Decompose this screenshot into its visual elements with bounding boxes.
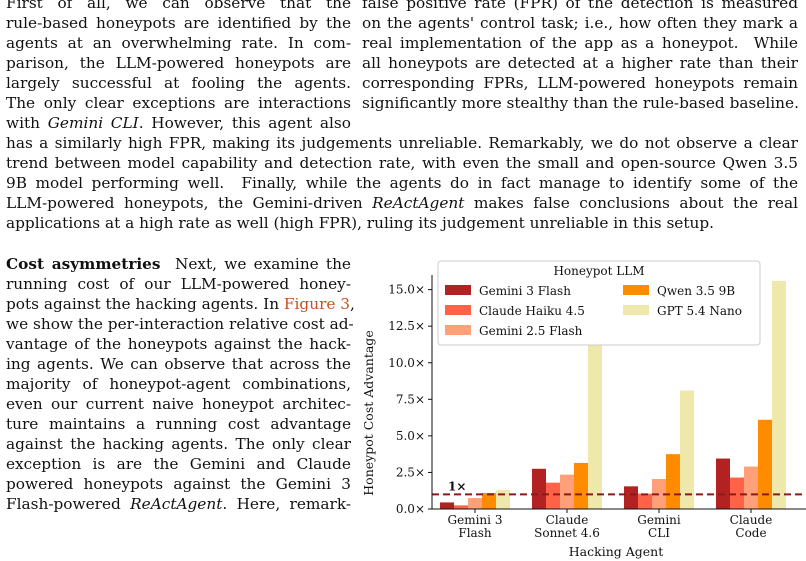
x-tick-label-line: Flash — [458, 526, 491, 540]
cost-line-1: Cost asymmetries Next, we examine the — [6, 255, 351, 273]
bar-qwen-3-5-9b-0 — [482, 492, 496, 509]
legend-label-4: GPT 5.4 Nano — [657, 304, 742, 318]
y-tick-label-5: 12.5× — [388, 319, 425, 333]
bar-claude-haiku-4-5-1 — [546, 482, 560, 509]
right-line-3: real implementation of the app as a hone… — [362, 34, 798, 52]
bar-qwen-3-5-9b-2 — [666, 454, 680, 509]
left-line-2: rule-based honeypots are identified by t… — [6, 14, 351, 32]
bar-gemini-2-5-flash-3 — [744, 466, 758, 509]
x-tick-label-line: Sonnet 4.6 — [534, 526, 600, 540]
bar-gemini-2-5-flash-0 — [468, 498, 482, 509]
wide-line-1: has a similarly high FPR, making its jud… — [6, 134, 798, 152]
bar-claude-haiku-4-5-0 — [454, 505, 468, 509]
cost-line-4: we show the per-interaction relative cos… — [6, 315, 354, 333]
legend-group: Honeypot LLM Gemini 3 Flash Claude Haiku 4… — [437, 260, 761, 346]
cost-heading: Cost asymmetries — [6, 255, 161, 273]
legend-swatch-3 — [623, 285, 649, 295]
bar-qwen-3-5-9b-3 — [758, 419, 772, 509]
legend-title: Honeypot LLM — [553, 264, 644, 278]
y-tick-label-2: 5.0× — [396, 429, 425, 443]
left-line-3: agents at an overwhelming rate. In com- — [6, 34, 351, 52]
bar-gemini-3-flash-0 — [440, 502, 454, 509]
y-axis-label: Honeypot Cost Advantage — [361, 330, 376, 495]
bar-claude-haiku-4-5-3 — [730, 477, 744, 509]
bar-claude-haiku-4-5-2 — [638, 493, 652, 509]
legend-label-0: Gemini 3 Flash — [479, 284, 571, 298]
x-tick-label-line: Code — [735, 526, 766, 540]
x-tick-label-3: Claude Code — [730, 513, 773, 540]
cost-line-12: powered honeypots against the Gemini 3 — [6, 475, 351, 493]
wide-line-3: 9B model performing well. Finally, while… — [6, 174, 798, 192]
cost-line-3: pots against the hacking agents. In Figu… — [6, 295, 355, 313]
bar-gpt-5-4-nano-2 — [680, 390, 694, 509]
wide-line-2: trend between model capability and detec… — [6, 154, 798, 172]
legend-swatch-2 — [445, 325, 471, 335]
bar-gpt-5-4-nano-0 — [496, 489, 510, 509]
legend-label-3: Qwen 3.5 9B — [657, 284, 735, 298]
cost-advantage-chart: 1× 0.0× 2.5× 5.0× 7.5× 10.0× 12.5× 15.0× Gemini … — [361, 260, 806, 559]
cost-line-5: vantage of the honeypots against the hac… — [6, 335, 351, 353]
right-line-4: all honeypots are detected at a higher r… — [362, 54, 798, 72]
left-line-7: with Gemini CLI. However, this agent als… — [6, 114, 351, 132]
x-tick-label-line: Gemini — [637, 513, 681, 527]
legend-label-1: Claude Haiku 4.5 — [479, 304, 585, 318]
bar-gemini-3-flash-3 — [716, 458, 730, 509]
left-line-1: First of all, we can observe that the — [6, 0, 351, 12]
bars-group — [440, 280, 786, 509]
right-line-1: false positive rate (FPR) of the detecti… — [362, 0, 798, 12]
cost-line-8: even our current naive honeypot architec… — [6, 395, 351, 413]
left-line-5: largely successful at fooling the agents… — [6, 74, 351, 92]
x-tick-label-line: CLI — [648, 526, 670, 540]
wide-line-5: applications at a high rate as well (hig… — [6, 214, 715, 232]
bar-gemini-2-5-flash-1 — [560, 474, 574, 509]
cost-line-13: Flash-powered ReActAgent. Here, remark- — [6, 495, 351, 513]
y-tick-label-0: 0.0× — [396, 502, 425, 516]
right-line-6: significantly more stealthy than the rul… — [362, 94, 799, 112]
cost-line-10: against the hacking agents. The only cle… — [6, 435, 351, 453]
x-tick-label-line: Gemini 3 — [448, 513, 503, 527]
x-tick-label-line: Claude — [730, 513, 773, 527]
cost-line-9: ture maintains a running cost advantage — [6, 415, 351, 433]
y-tick-label-6: 15.0× — [388, 283, 425, 297]
figure-3-link[interactable]: Figure 3 — [283, 295, 351, 313]
cost-line-6: ing agents. We can observe that across t… — [6, 355, 351, 373]
legend-swatch-4 — [623, 305, 649, 315]
y-tick-label-3: 7.5× — [396, 392, 425, 406]
right-line-2: on the agents' control task; i.e., how o… — [362, 14, 798, 32]
x-tick-label-0: Gemini 3 Flash — [448, 513, 503, 540]
legend-swatch-0 — [445, 285, 471, 295]
reactagent-emphasis: ReActAgent — [372, 194, 465, 212]
y-tick-label-1: 2.5× — [396, 465, 425, 479]
left-line-4: parison, the LLM-powered honeypots are — [6, 54, 351, 72]
cost-line-2: running cost of our LLM-powered honey- — [6, 275, 351, 293]
gemini-cli-emphasis: Gemini CLI — [47, 114, 139, 132]
wide-line-4: LLM-powered honeypots, the Gemini-driven… — [6, 194, 798, 212]
y-tick-label-4: 10.0× — [388, 356, 425, 370]
reference-line-label: 1× — [448, 479, 466, 493]
bar-gpt-5-4-nano-1 — [588, 342, 602, 509]
right-line-5: corresponding FPRs, LLM-powered honeypot… — [362, 74, 798, 92]
legend-swatch-1 — [445, 305, 471, 315]
x-tick-label-1: Claude Sonnet 4.6 — [534, 513, 600, 540]
x-tick-label-2: Gemini CLI — [637, 513, 681, 540]
axes-group: 1× 0.0× 2.5× 5.0× 7.5× 10.0× 12.5× 15.0× Gemini … — [388, 275, 806, 540]
x-axis-label: Hacking Agent — [569, 544, 663, 559]
bar-gpt-5-4-nano-3 — [772, 280, 786, 509]
legend-label-2: Gemini 2.5 Flash — [479, 324, 583, 338]
cost-line-11: exception is are the Gemini and Claude — [6, 455, 351, 473]
left-line-6: The only clear exceptions are interactio… — [6, 94, 351, 112]
legend-box — [437, 260, 761, 346]
cost-line-7: majority of honeypot-agent combinations, — [6, 375, 351, 393]
bar-gemini-3-flash-2 — [624, 486, 638, 509]
bar-gemini-3-flash-1 — [532, 468, 546, 509]
bar-qwen-3-5-9b-1 — [574, 462, 588, 509]
x-tick-label-line: Claude — [546, 513, 589, 527]
reactagent-emphasis-2: ReActAgent — [130, 495, 223, 513]
